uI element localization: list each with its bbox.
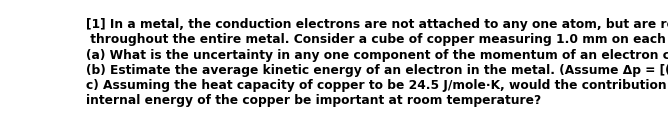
Text: (a) What is the uncertainty in any one component of the momentum of an electron : (a) What is the uncertainty in any one c…	[86, 49, 668, 62]
Text: c) Assuming the heat capacity of copper to be 24.5 J/mole·K, would the contribut: c) Assuming the heat capacity of copper …	[86, 79, 668, 92]
Text: [1] In a metal, the conduction electrons are not attached to any one atom, but a: [1] In a metal, the conduction electrons…	[86, 18, 668, 31]
Text: internal energy of the copper be important at room temperature?: internal energy of the copper be importa…	[86, 94, 541, 107]
Text: throughout the entire metal. Consider a cube of copper measuring 1.0 mm on each : throughout the entire metal. Consider a …	[86, 33, 668, 46]
Text: (b) Estimate the average kinetic energy of an electron in the metal. (Assume Δp : (b) Estimate the average kinetic energy …	[86, 64, 668, 77]
